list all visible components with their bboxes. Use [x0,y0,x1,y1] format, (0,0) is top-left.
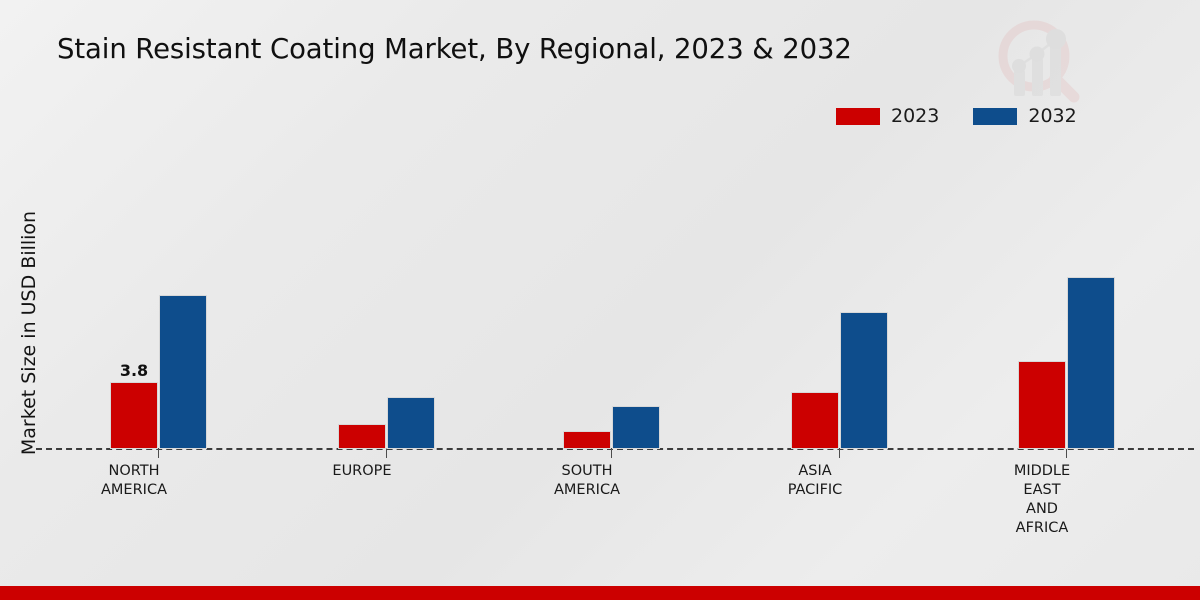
bar-2023-asia-pacific[interactable] [791,392,839,449]
category-label-line: AND [1026,501,1058,517]
legend-label-2032: 2032 [1028,104,1077,127]
category-label-line: MIDDLE [1013,463,1071,479]
category-label-middle-east-and-africa: MIDDLE EAST AND AFRICA [966,462,1118,538]
bar-2023-middle-east-and-africa[interactable] [1018,361,1066,449]
bar-value-label-north-america-2023: 3.8 [119,361,149,380]
bar-2023-north-america[interactable] [110,382,158,449]
category-label-europe: EUROPE [286,462,438,481]
bar-2023-europe[interactable] [338,424,386,449]
bar-2032-europe[interactable] [387,397,435,449]
category-label-line: AFRICA [1015,520,1069,536]
watermark-logo-icon [992,14,1088,106]
category-label-line: EAST [1023,482,1061,498]
chart-title: Stain Resistant Coating Market, By Regio… [57,33,852,65]
chart-legend: 2023 2032 [836,103,1077,129]
bar-2023-south-america[interactable] [563,431,611,449]
category-label-asia-pacific: ASIA PACIFIC [739,462,891,500]
category-label-north-america: NORTH AMERICA [58,462,210,500]
category-label-line: AMERICA [101,482,167,498]
category-label-line: PACIFIC [787,482,843,498]
bottom-accent-strip [0,586,1200,600]
bar-2032-south-america[interactable] [612,406,660,449]
axis-tick-middle-east-and-africa [1066,449,1067,458]
axis-baseline [36,448,1194,450]
category-label-south-america: SOUTH AMERICA [511,462,663,500]
axis-tick-asia-pacific [839,449,840,458]
plot-area: 3.8 NORTH AMERICA EUROPE SOUTH AMERICA [0,140,1200,536]
category-label-line: NORTH [108,463,160,479]
legend-item-2023[interactable]: 2023 [836,104,940,127]
category-label-line: SOUTH [561,463,613,479]
axis-tick-north-america [158,449,159,458]
legend-swatch-2023-icon [836,107,880,125]
legend-item-2032[interactable]: 2032 [973,104,1077,127]
legend-swatch-2032-icon [973,107,1018,125]
category-label-line: AMERICA [554,482,620,498]
category-label-line: EUROPE [332,463,392,479]
legend-label-2023: 2023 [891,104,940,127]
bar-2032-asia-pacific[interactable] [840,312,888,449]
category-label-line: ASIA [798,463,832,479]
bar-2032-middle-east-and-africa[interactable] [1067,277,1115,449]
axis-tick-south-america [611,449,612,458]
bar-2032-north-america[interactable] [159,295,207,449]
axis-tick-europe [386,449,387,458]
